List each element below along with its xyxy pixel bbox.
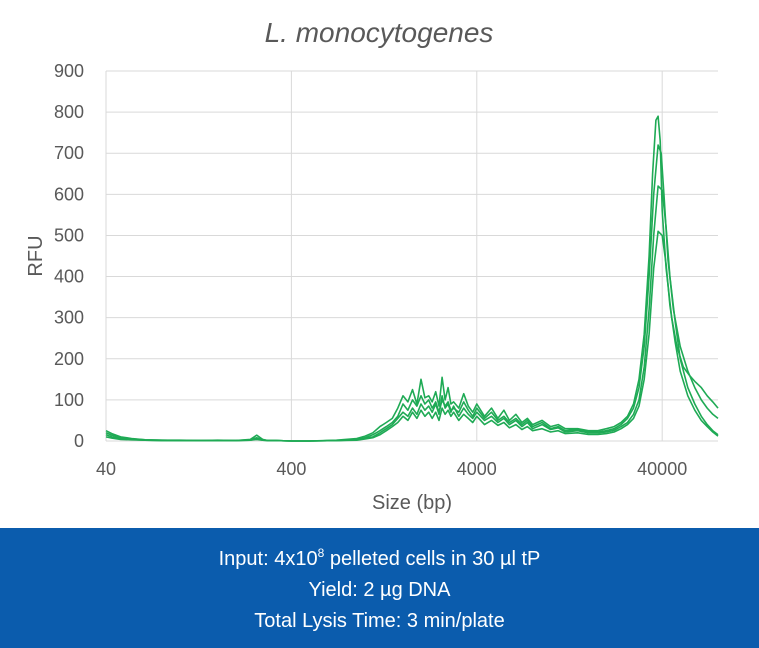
x-axis-title: Size (bp) [372,492,452,514]
caption-input-suffix: pelleted cells in 30 µl tP [324,548,541,570]
y-tick-label: 700 [54,143,84,163]
series-line-4 [105,230,719,442]
x-tick-label: 4000 [457,459,497,479]
y-tick-label: 200 [54,349,84,369]
x-tick-label: 40000 [637,459,687,479]
y-tick-label: 900 [54,61,84,81]
y-tick-label: 100 [54,390,84,410]
y-tick-label: 800 [54,102,84,122]
caption-band: Input: 4x108 pelleted cells in 30 µl tP … [0,528,759,648]
y-tick-label: 600 [54,184,84,204]
y-tick-label: 500 [54,225,84,245]
chart-panel: L. monocytogenes 0 100 200 300 400 500 600 700 8… [25,17,719,514]
series-lines [105,115,719,442]
series-line-1 [105,115,719,442]
caption-yield-line: Yield: 2 µg DNA [308,579,451,601]
caption-input-line: Input: 4x108 pelleted cells in 30 µl tP [0,544,759,575]
series-line-2 [105,144,719,442]
y-tick-label: 400 [54,267,84,287]
caption-input-prefix: Input: 4x10 [218,548,318,570]
x-tick-label: 40 [96,459,116,479]
chart-svg: L. monocytogenes 0 100 200 300 400 500 600 700 8… [25,17,719,514]
x-tick-labels: 40 400 4000 40000 [96,459,687,479]
x-tick-label: 400 [276,459,306,479]
y-axis-title: RFU [25,235,47,276]
y-tick-label: 0 [74,431,84,451]
caption-input-exponent: 8 [317,546,325,560]
chart-title: L. monocytogenes [265,17,494,48]
caption-lysis-line: Total Lysis Time: 3 min/plate [254,610,505,632]
y-tick-label: 300 [54,308,84,328]
gridlines [105,70,718,442]
y-tick-labels: 0 100 200 300 400 500 600 700 800 900 [54,61,84,451]
